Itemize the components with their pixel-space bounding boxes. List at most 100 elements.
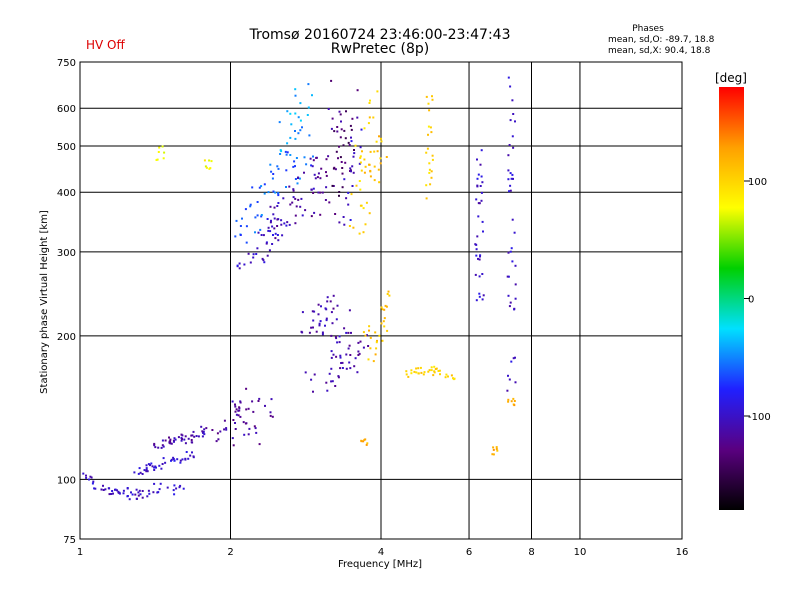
echo-point <box>332 185 335 187</box>
echo-point <box>330 79 333 82</box>
echo-point <box>153 469 156 471</box>
echo-point <box>277 194 280 197</box>
echo-point <box>410 369 413 372</box>
echo-point <box>509 119 512 122</box>
echo-point <box>332 307 335 310</box>
echo-point <box>255 431 258 434</box>
echo-point <box>350 140 353 143</box>
echo-point <box>147 489 150 492</box>
echo-point <box>299 129 302 132</box>
echo-point <box>271 243 274 245</box>
echo-point <box>292 188 295 191</box>
echo-point <box>327 108 330 110</box>
echo-point <box>417 372 420 375</box>
echo-point <box>313 310 316 313</box>
echo-point <box>349 219 352 221</box>
echo-point <box>191 451 193 454</box>
y-axis-label: Stationary phase Virtual Height [km] <box>39 210 50 394</box>
echo-point <box>313 211 316 214</box>
echo-point <box>474 273 477 276</box>
echo-point <box>340 120 342 123</box>
echo-point <box>347 141 350 144</box>
echo-point <box>495 446 498 449</box>
echo-point <box>82 472 85 475</box>
echo-point <box>507 76 510 79</box>
echo-point <box>349 124 352 127</box>
echo-point <box>330 380 333 383</box>
echo-point <box>507 275 510 278</box>
echo-point <box>280 219 283 222</box>
echo-point <box>310 378 313 381</box>
echo-point <box>139 493 142 496</box>
data-points <box>82 76 517 501</box>
echo-point <box>368 212 371 215</box>
echo-point <box>299 102 302 105</box>
echo-point <box>280 223 283 226</box>
echo-point <box>430 366 433 369</box>
chart-subtitle: RwPretec (8p) <box>331 41 429 57</box>
echo-point <box>162 157 165 160</box>
echo-point <box>263 192 266 195</box>
echo-point <box>284 150 287 153</box>
echo-point <box>348 309 351 312</box>
echo-point <box>269 414 272 417</box>
echo-point <box>184 442 187 445</box>
echo-point <box>510 247 513 250</box>
echo-point <box>208 159 211 162</box>
echo-point <box>356 116 359 119</box>
echo-point <box>365 443 368 446</box>
echo-point <box>102 484 104 487</box>
echo-point <box>260 234 263 236</box>
echo-point <box>349 354 352 356</box>
echo-point <box>294 130 296 132</box>
echo-point <box>201 430 204 433</box>
echo-point <box>350 136 352 139</box>
echo-point <box>368 329 370 332</box>
echo-point <box>269 205 272 208</box>
echo-point <box>295 157 298 159</box>
echo-point <box>301 126 303 129</box>
echo-point <box>372 116 375 119</box>
echo-point <box>368 163 371 166</box>
echo-point <box>423 371 426 374</box>
echo-point <box>272 234 274 236</box>
plot-area: 1 2 4 6 8 10 16 75 100 200 300 400 500 600 750 <box>57 58 688 558</box>
echo-point <box>146 470 149 473</box>
echo-point <box>154 465 157 468</box>
echo-point <box>111 490 114 492</box>
echo-point <box>179 459 182 462</box>
echo-point <box>312 155 314 158</box>
x-tick-label: 4 <box>378 547 384 558</box>
echo-point <box>243 433 246 436</box>
echo-point <box>512 146 515 149</box>
colorbar-tick-label: 0 <box>748 295 754 306</box>
echo-point <box>492 453 495 456</box>
echo-point <box>507 398 510 401</box>
echo-point <box>357 354 360 356</box>
echo-point <box>430 131 433 134</box>
echo-point <box>258 186 261 189</box>
echo-point <box>512 113 515 115</box>
echo-point <box>352 155 355 158</box>
echo-point <box>327 155 330 158</box>
echo-point <box>425 184 428 187</box>
echo-point <box>338 194 340 197</box>
echo-point <box>339 136 342 139</box>
echo-point <box>172 458 175 460</box>
echo-point <box>256 247 259 250</box>
echo-point <box>283 222 286 225</box>
y-tick-label: 400 <box>57 188 76 199</box>
echo-point <box>429 126 432 129</box>
echo-point <box>251 186 254 189</box>
x-tick-label: 1 <box>77 547 83 558</box>
echo-point <box>197 435 200 438</box>
echo-point <box>386 329 389 332</box>
colorbar-gradient <box>719 87 744 510</box>
echo-point <box>209 167 212 170</box>
echo-point <box>367 122 370 125</box>
echo-point <box>355 184 358 187</box>
echo-point <box>481 181 484 184</box>
echo-point <box>334 385 337 387</box>
echo-point <box>261 257 264 260</box>
echo-point <box>366 334 368 337</box>
